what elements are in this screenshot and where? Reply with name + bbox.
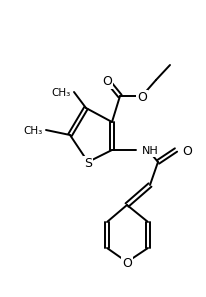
Text: O: O: [102, 75, 112, 88]
Text: CH₃: CH₃: [52, 88, 71, 98]
Text: O: O: [122, 257, 132, 270]
Text: O: O: [182, 145, 192, 158]
Text: CH₃: CH₃: [24, 126, 43, 136]
Text: S: S: [84, 157, 92, 170]
Text: NH: NH: [142, 146, 159, 156]
Text: O: O: [137, 91, 147, 104]
